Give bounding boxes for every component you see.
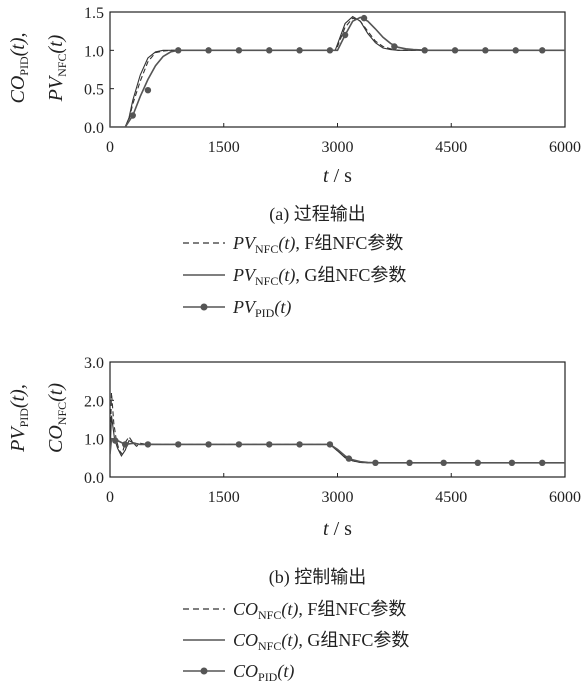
legend-entry: PVPID(t) <box>232 297 291 320</box>
series-marker <box>326 47 334 54</box>
chart-control-output: 0 1500 3000 4500 6000 0.0 1.0 2.0 3.0 PVPID(t), CO… <box>7 355 581 684</box>
chart-caption: (a) 过程输出 <box>269 204 365 225</box>
series-marker <box>508 459 516 467</box>
series-marker <box>539 47 546 54</box>
x-tick-label: 1500 <box>208 489 240 506</box>
series-marker <box>129 112 136 119</box>
series-marker <box>205 47 212 54</box>
series-marker <box>474 459 481 467</box>
series-marker <box>341 31 349 39</box>
series-line-solid <box>110 415 565 464</box>
series-line-dashed <box>110 392 565 464</box>
x-axis-label: t / s <box>323 165 352 187</box>
y-tick-label: 1.0 <box>84 432 104 449</box>
legend-entry: CONFC(t), G组NFC参数 <box>233 630 409 653</box>
y-tick-label: 2.0 <box>84 393 104 410</box>
y-axis-label: PVPID(t), <box>7 384 31 453</box>
x-tick-label: 3000 <box>322 139 354 156</box>
x-tick-label: 3000 <box>322 489 354 506</box>
x-tick-label: 6000 <box>549 139 581 156</box>
series-marker <box>406 459 413 467</box>
series-marker <box>539 459 546 467</box>
series-marker <box>266 441 273 448</box>
chart-process-output: 0 1500 3000 4500 6000 0.0 0.5 1.0 1.5 COPID(t), PV… <box>7 5 581 320</box>
series-marker <box>205 441 212 448</box>
y-tick-label: 1.5 <box>84 5 104 22</box>
x-tick-label: 4500 <box>435 489 467 506</box>
x-tick-label: 4500 <box>435 139 467 156</box>
legend-marker <box>200 667 208 675</box>
series-marker <box>144 87 152 94</box>
y-axis-label: CONFC(t) <box>45 383 69 453</box>
legend-entry: CONFC(t), F组NFC参数 <box>233 599 406 622</box>
series-marker <box>112 437 119 444</box>
series-marker <box>451 47 459 54</box>
series-marker <box>266 47 273 54</box>
legend-marker <box>200 303 208 311</box>
y-tick-label: 1.0 <box>84 43 104 60</box>
legend-entry: PVNFC(t), G组NFC参数 <box>232 265 406 288</box>
series-marker <box>121 441 129 448</box>
plot-frame <box>109 361 566 478</box>
series-marker <box>235 441 243 448</box>
x-tick-label: 1500 <box>208 139 240 156</box>
series-marker <box>372 459 379 467</box>
plot-frame <box>109 11 566 128</box>
y-tick-label: 0.0 <box>84 120 104 137</box>
series-line-dashed <box>110 17 565 127</box>
legend-entry: PVNFC(t), F组NFC参数 <box>232 233 403 256</box>
y-tick-label: 0.0 <box>84 470 104 487</box>
x-axis-label: t / s <box>323 518 352 540</box>
y-axis-label: COPID(t), <box>7 32 31 103</box>
y-tick-label: 0.5 <box>84 82 104 99</box>
series-marker <box>296 47 303 54</box>
series-marker <box>440 459 447 467</box>
series-line-solid <box>110 15 565 127</box>
series-marker <box>360 14 368 22</box>
legend-entry: COPID(t) <box>233 661 294 684</box>
series-marker <box>512 47 519 54</box>
series-marker <box>326 441 334 448</box>
x-tick-label: 0 <box>106 489 114 506</box>
series-marker <box>175 441 182 448</box>
series-line-marker <box>110 16 565 127</box>
series-marker <box>482 47 489 54</box>
x-tick-label: 0 <box>106 139 114 156</box>
chart-caption: (b) 控制输出 <box>269 567 367 588</box>
series-marker <box>391 43 398 50</box>
series-marker <box>175 47 182 54</box>
x-tick-label: 6000 <box>549 489 581 506</box>
series-marker <box>296 441 303 448</box>
y-tick-label: 3.0 <box>84 355 104 372</box>
series-marker <box>235 47 243 54</box>
series-marker <box>421 47 428 54</box>
series-marker <box>144 441 152 448</box>
y-axis-label: PVNFC(t) <box>45 34 69 102</box>
series-marker <box>345 455 353 462</box>
